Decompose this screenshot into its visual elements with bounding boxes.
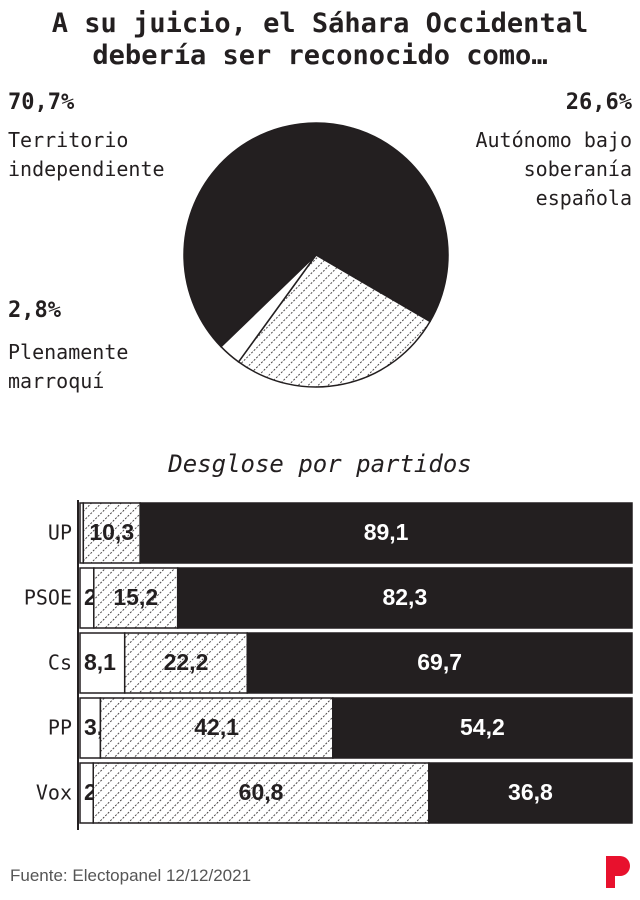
value-label: 70,7% xyxy=(8,90,75,115)
chart-subtitle: Desglose por partidos xyxy=(168,450,472,478)
value-label: 36,8 xyxy=(508,779,553,805)
y-tick-label: Vox xyxy=(36,781,72,805)
value-label: 89,1 xyxy=(364,519,409,545)
value-label: 15,2 xyxy=(113,584,158,610)
y-tick-label: UP xyxy=(48,521,72,545)
pie-slice xyxy=(237,254,432,388)
bar-segment xyxy=(92,762,430,824)
value-label: 22,2 xyxy=(164,649,209,675)
value-label: 69,7 xyxy=(417,649,462,675)
value-label: 2,8% xyxy=(8,298,61,323)
pie-slice xyxy=(183,122,449,348)
logo xyxy=(606,856,630,888)
category-label: Plenamente marroquí xyxy=(8,340,129,393)
bar-segment xyxy=(428,762,633,824)
source: Fuente: Electopanel 12/12/2021 xyxy=(10,866,252,885)
category-label: Territorio independiente xyxy=(8,128,165,181)
y-tick-label: PP xyxy=(48,716,72,740)
bar-segment xyxy=(176,567,633,629)
value-label: 26,6% xyxy=(565,90,632,115)
value-label: 82,3 xyxy=(382,584,427,610)
value-label: 8,1 xyxy=(84,649,116,675)
y-tick-label: Cs xyxy=(48,651,72,675)
value-label: 10,3 xyxy=(89,519,134,545)
bar-segment xyxy=(99,697,334,759)
y-tick-label: PSOE xyxy=(24,586,72,610)
bar-segment xyxy=(139,502,633,564)
bar-segment xyxy=(82,502,141,564)
category-label: Autónomo bajo soberanía española xyxy=(475,128,632,210)
value-label: 54,2 xyxy=(460,714,505,740)
value-label: 60,8 xyxy=(239,779,284,805)
value-label: 42,1 xyxy=(194,714,239,740)
bar-segment xyxy=(79,632,126,694)
bar-segment xyxy=(246,632,633,694)
pie-slice xyxy=(219,254,317,363)
bar-segment xyxy=(123,632,249,694)
bar-segment xyxy=(332,697,633,759)
chart-title: A su juicio, el Sáhara Occidental deberí… xyxy=(51,8,589,71)
